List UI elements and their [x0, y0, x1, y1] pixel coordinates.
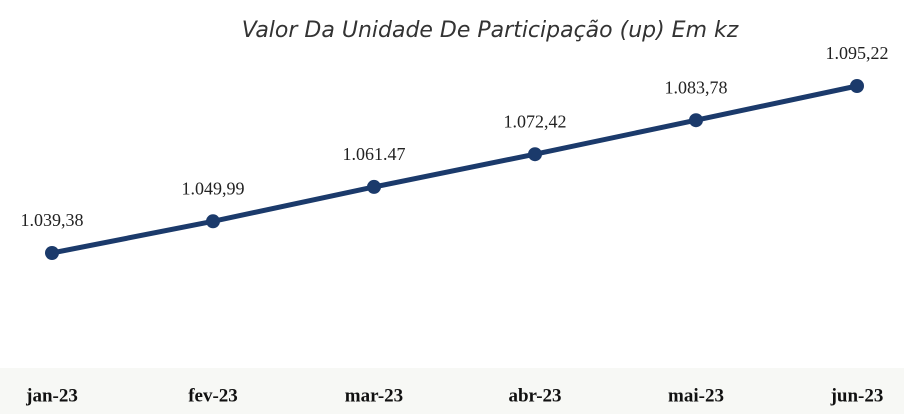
point — [206, 214, 220, 229]
value-label: 1.095,22 — [826, 43, 889, 63]
x-tick-label: mar-23 — [345, 385, 403, 406]
x-tick-label: fev-23 — [188, 385, 238, 406]
value-label: 1.049,99 — [182, 178, 245, 198]
value-label: 1.072,42 — [504, 111, 567, 131]
value-label: 1.039,38 — [21, 210, 84, 230]
x-tick-label: abr-23 — [508, 385, 561, 406]
chart-title: Valor Da Unidade De Participação (up) Em… — [242, 18, 739, 43]
point — [45, 246, 59, 260]
point — [850, 79, 864, 93]
x-tick-label: jun-23 — [830, 385, 884, 406]
point — [367, 179, 381, 194]
point — [689, 113, 703, 128]
value-label: 1.083,78 — [665, 77, 728, 97]
x-tick-label: mai-23 — [668, 385, 724, 406]
x-tick-label: jan-23 — [25, 385, 78, 406]
axis-band — [0, 368, 904, 414]
line — [51, 83, 858, 256]
value-label: 1.061.47 — [343, 144, 406, 164]
point — [528, 147, 542, 162]
